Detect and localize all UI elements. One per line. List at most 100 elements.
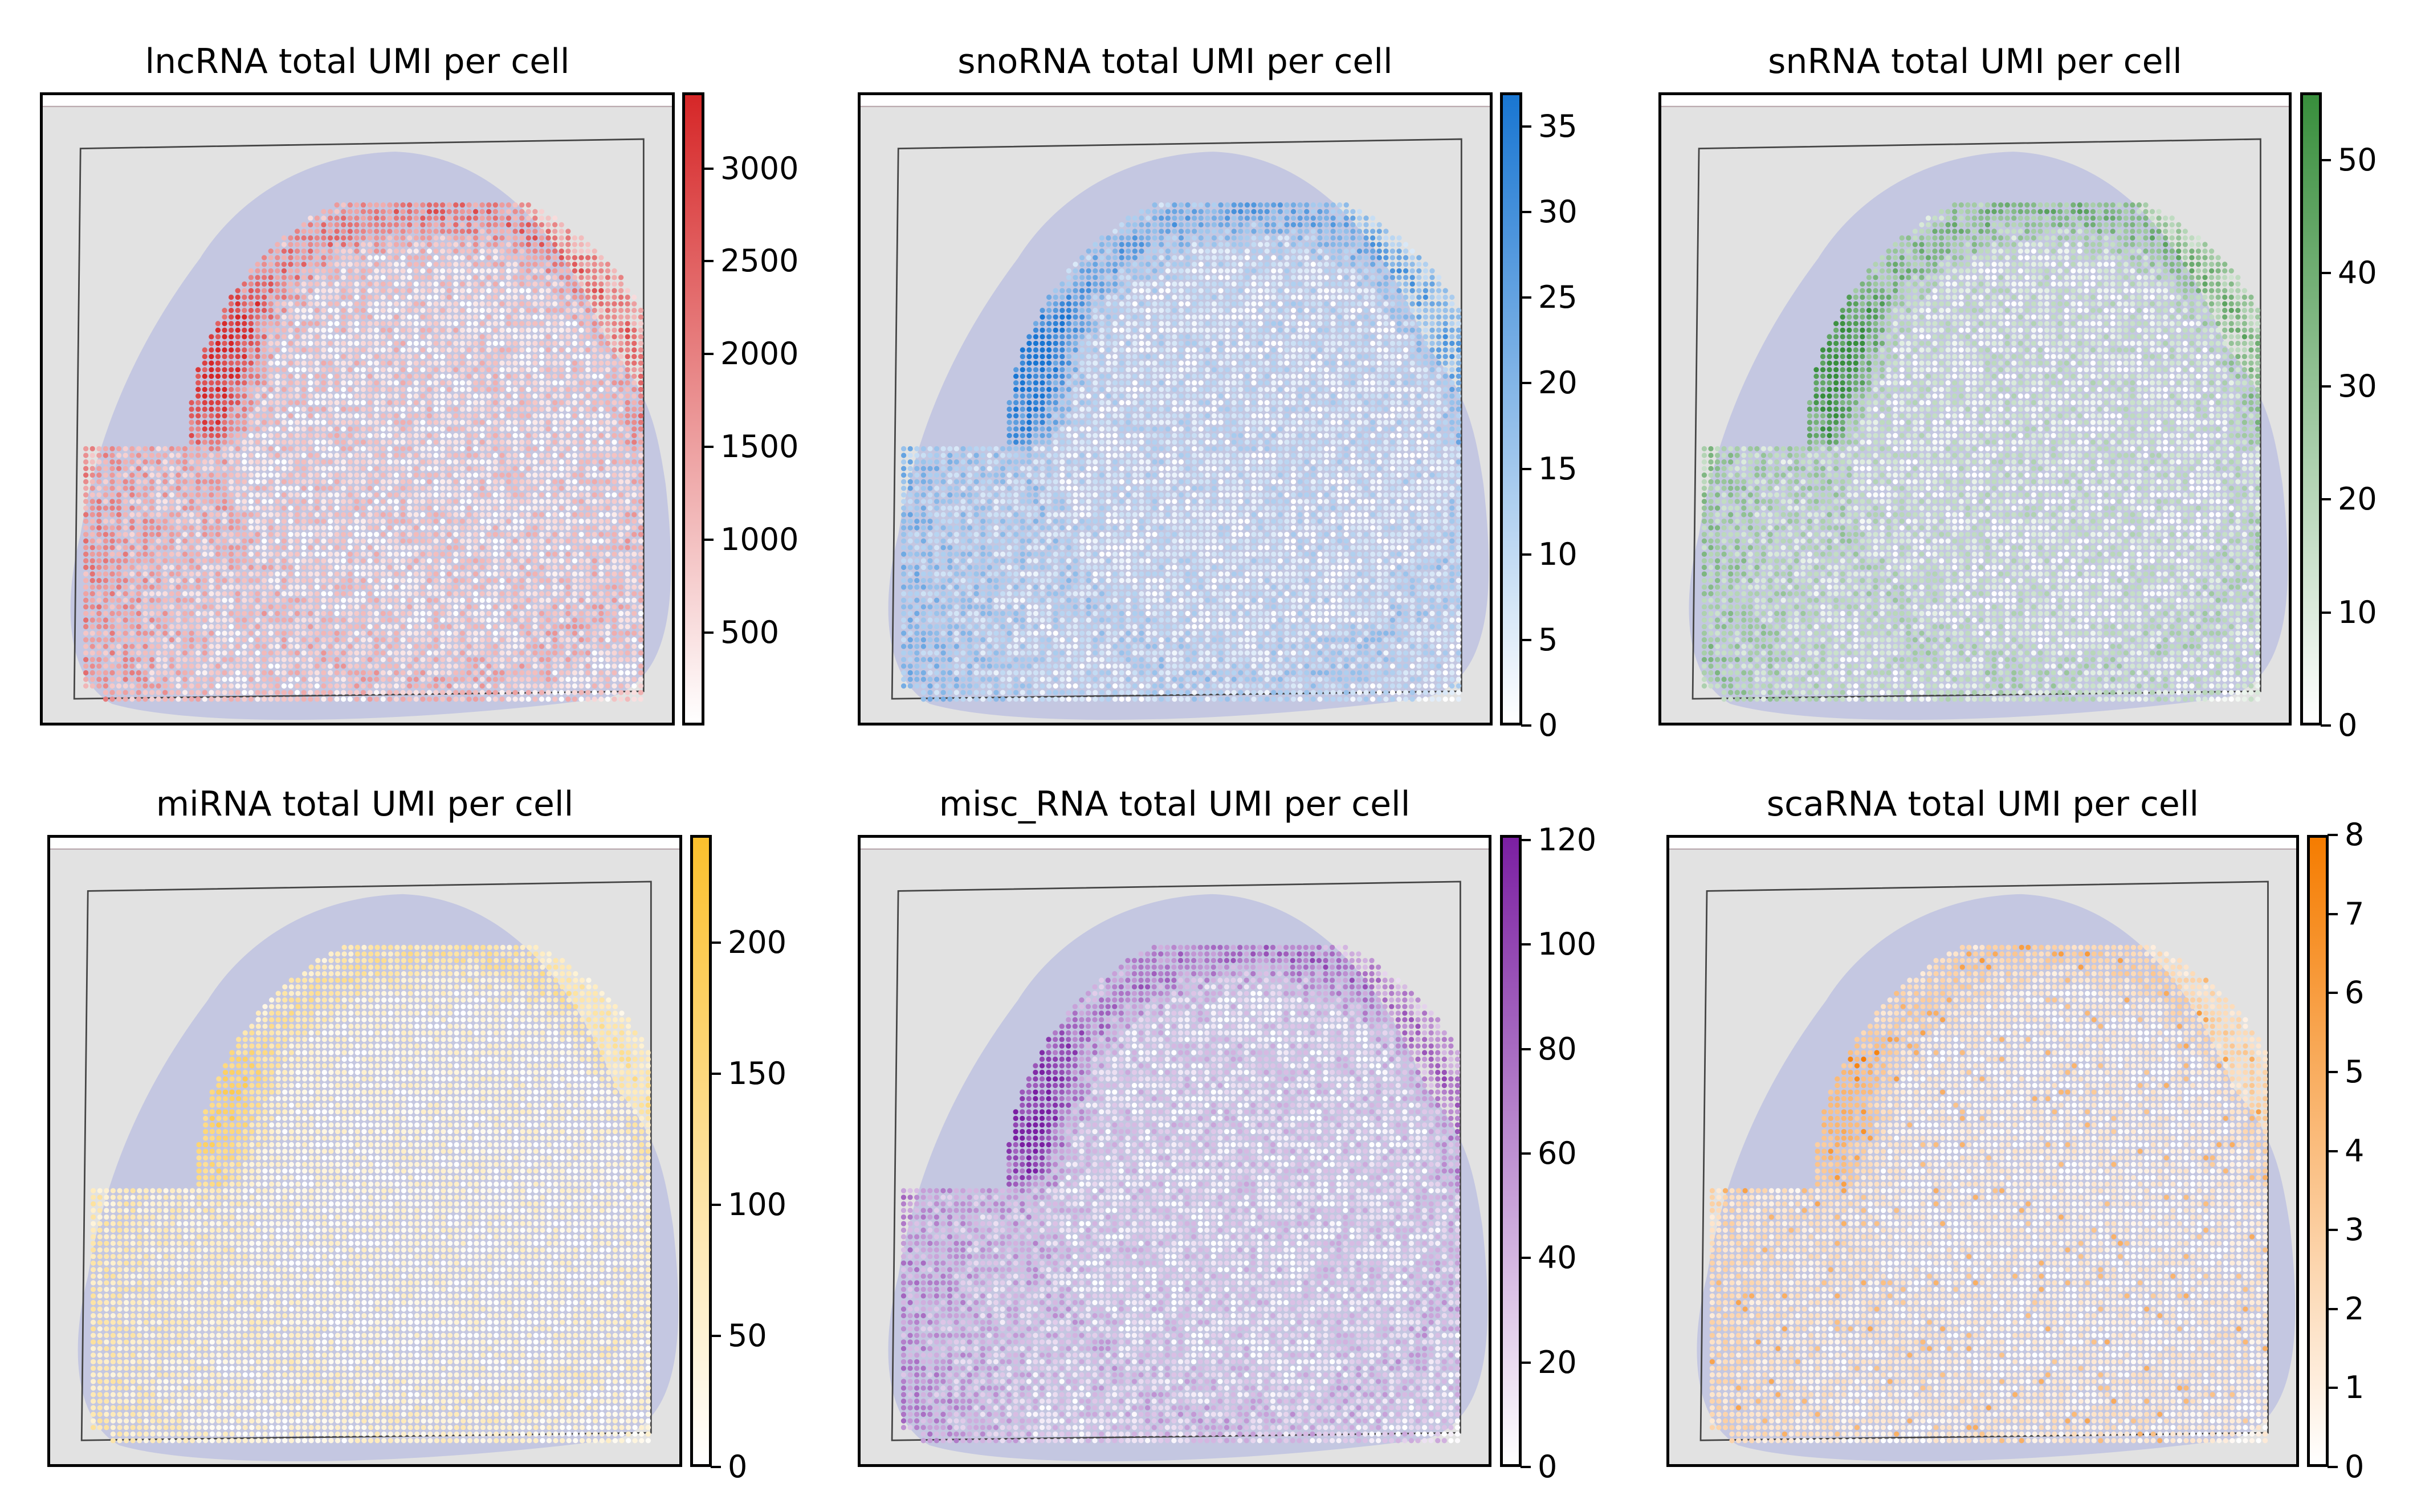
spot xyxy=(374,301,380,307)
spot xyxy=(380,308,386,313)
spot xyxy=(565,564,571,570)
spot xyxy=(380,657,386,662)
spot xyxy=(169,643,174,649)
spot xyxy=(439,610,446,617)
spot xyxy=(519,617,525,623)
spot xyxy=(446,545,452,551)
spot xyxy=(453,486,459,491)
spot xyxy=(255,486,260,491)
spot xyxy=(268,288,274,294)
spot xyxy=(109,532,115,537)
spot xyxy=(288,413,294,419)
spot xyxy=(354,446,360,452)
spot xyxy=(578,294,584,300)
spot xyxy=(387,340,393,347)
spot xyxy=(294,650,300,656)
spot xyxy=(321,486,327,491)
spot xyxy=(446,347,452,353)
spot xyxy=(96,518,102,524)
spot xyxy=(565,301,571,307)
spot xyxy=(453,459,459,465)
spot xyxy=(294,340,300,347)
spot xyxy=(532,551,538,557)
spot xyxy=(559,459,564,465)
spot xyxy=(202,446,207,452)
spot xyxy=(314,597,320,603)
spot xyxy=(625,353,630,360)
spot xyxy=(400,558,406,564)
spot xyxy=(578,255,584,260)
spot xyxy=(96,630,102,636)
spot xyxy=(321,314,327,320)
spot xyxy=(506,347,512,353)
spot xyxy=(552,347,558,353)
spot xyxy=(301,367,307,373)
spot xyxy=(578,597,584,603)
spot xyxy=(545,512,551,517)
spot xyxy=(552,275,558,280)
spot xyxy=(281,426,287,432)
spot xyxy=(519,597,525,603)
spot xyxy=(400,610,406,617)
spot xyxy=(539,308,545,313)
spot xyxy=(612,571,617,577)
spot xyxy=(598,275,604,280)
spot xyxy=(209,360,214,366)
spot xyxy=(499,597,505,603)
spot xyxy=(242,571,247,577)
spot xyxy=(169,584,174,590)
spot xyxy=(242,545,247,551)
spot xyxy=(314,459,320,465)
spot xyxy=(222,353,227,360)
spot xyxy=(545,308,551,313)
spot xyxy=(612,472,617,478)
spot xyxy=(142,512,148,517)
spot xyxy=(281,242,287,247)
spot xyxy=(519,406,525,412)
spot xyxy=(439,623,446,630)
spot xyxy=(426,308,433,313)
spot xyxy=(625,486,630,491)
spot xyxy=(202,512,207,517)
spot xyxy=(209,657,214,662)
spot xyxy=(268,558,274,564)
spot xyxy=(341,453,347,458)
spot xyxy=(275,637,280,643)
spot xyxy=(420,545,426,551)
spot xyxy=(433,255,439,260)
spot xyxy=(420,558,426,564)
spot xyxy=(334,545,340,551)
spot xyxy=(321,386,327,392)
spot xyxy=(446,268,452,274)
spot xyxy=(618,525,624,531)
spot xyxy=(182,551,188,557)
spot xyxy=(426,466,433,471)
spot xyxy=(406,459,413,465)
spot xyxy=(261,321,267,327)
spot xyxy=(360,591,366,597)
spot xyxy=(393,643,400,649)
spot xyxy=(387,268,393,274)
spot xyxy=(512,255,518,260)
spot xyxy=(400,275,406,280)
spot xyxy=(525,202,531,208)
spot xyxy=(612,294,617,300)
spot xyxy=(301,301,307,307)
spot xyxy=(341,584,347,590)
spot xyxy=(248,334,254,340)
spot xyxy=(347,486,353,491)
spot xyxy=(466,577,472,584)
spot xyxy=(631,518,637,524)
spot xyxy=(327,439,333,445)
spot xyxy=(426,275,433,280)
spot xyxy=(519,413,525,419)
spot xyxy=(532,413,538,419)
spot xyxy=(374,360,380,366)
spot xyxy=(426,518,433,524)
spot xyxy=(288,466,294,471)
spot xyxy=(242,347,247,353)
spot xyxy=(202,419,207,425)
spot xyxy=(506,353,512,360)
spot xyxy=(109,512,115,517)
spot xyxy=(255,262,260,267)
